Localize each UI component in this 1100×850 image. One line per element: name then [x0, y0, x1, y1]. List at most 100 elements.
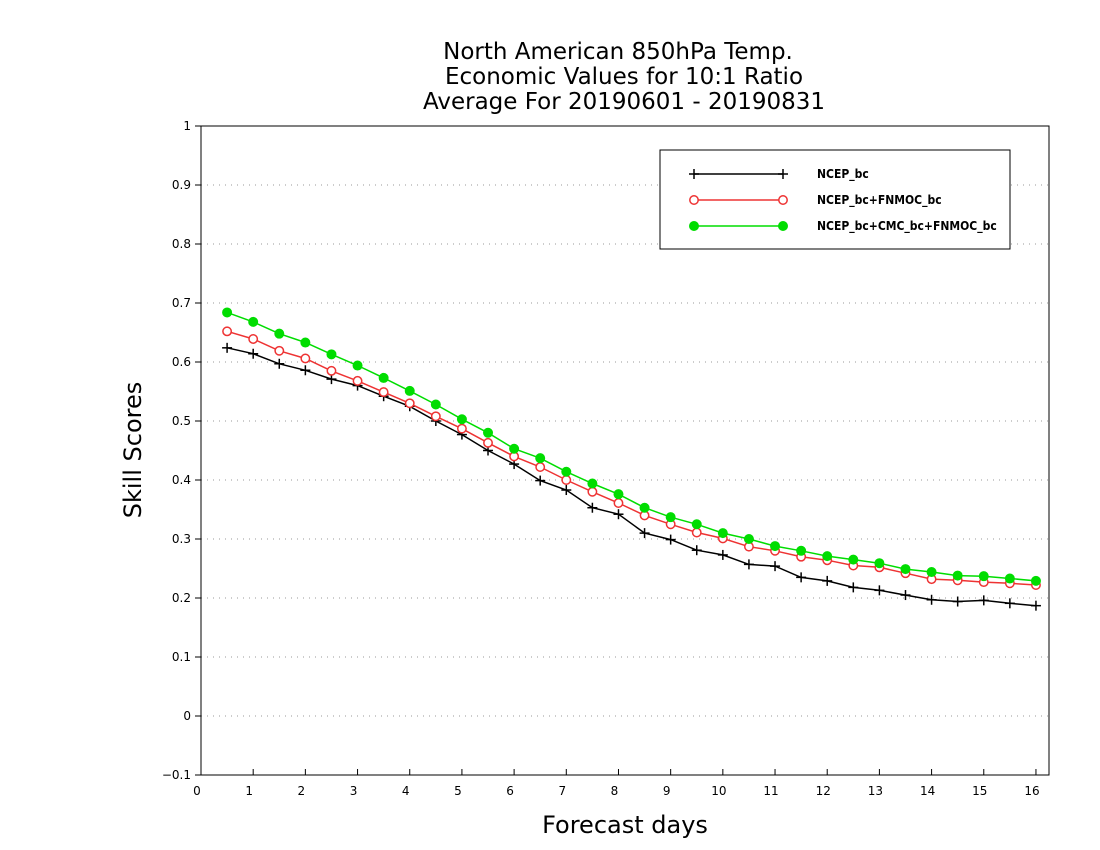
series-layer [222, 307, 1041, 611]
y-tick-label: 0.1 [172, 650, 191, 664]
series-1-point [717, 549, 728, 560]
series-3-point [848, 554, 859, 565]
series-1-point [848, 582, 859, 593]
series-1-point [900, 590, 911, 601]
y-tick-label: 0.2 [172, 591, 191, 605]
y-tick-label: 1 [183, 119, 191, 133]
series-3-point [900, 564, 911, 575]
plot-frame [200, 125, 1050, 776]
series-3-point [717, 528, 728, 539]
gridlines [201, 184, 1049, 717]
legend-label-3: NCEP_bc+CMC_bc+FNMOC_bc [817, 219, 997, 234]
series-3-point [561, 466, 572, 477]
series-3-point [535, 453, 546, 464]
series-1-point [691, 545, 702, 556]
series-1-point [874, 585, 885, 596]
y-tick-label: 0.3 [172, 532, 191, 546]
x-tick-label: 7 [558, 784, 566, 798]
series-1-line [226, 347, 1037, 607]
y-tick-label: 0.7 [172, 296, 191, 310]
series-1-point [222, 342, 233, 353]
y-tick-label: 0.9 [172, 178, 191, 192]
series-1-point [587, 502, 598, 513]
legend-marker [778, 221, 788, 231]
series-3-point [456, 414, 467, 425]
series-2-point [561, 475, 572, 485]
series-1-point [978, 595, 989, 606]
y-tick-label: 0.6 [172, 355, 191, 369]
series-2-point [613, 498, 624, 508]
series-2 [222, 326, 1041, 590]
series-2-point [691, 527, 702, 538]
series-1-point [300, 365, 311, 376]
chart-title-line-1: North American 850hPa Temp. [443, 39, 793, 65]
series-3-line [226, 311, 1037, 582]
legend-label-2: NCEP_bc+FNMOC_bc [817, 193, 942, 208]
series-1-point [274, 358, 285, 369]
series-2-point [352, 375, 363, 386]
series-3-point [952, 570, 963, 581]
series-1-point [796, 572, 807, 583]
series-1-point [248, 348, 259, 359]
series-1-point [665, 534, 676, 545]
series-2-point [248, 334, 259, 344]
y-axis: −0.1 0 0.1 0.2 0.3 0.4 0.5 0.6 0.7 0.8 0.9 1 [162, 119, 201, 782]
y-tick-label: 0 [183, 709, 191, 723]
series-1-point [613, 509, 624, 520]
series-1-point [1030, 600, 1041, 611]
legend-label-1: NCEP_bc [817, 167, 869, 182]
series-3-point [691, 519, 702, 530]
series-2-point [326, 365, 337, 376]
series-3-point [1004, 573, 1015, 584]
x-tick-label: 6 [506, 784, 514, 798]
series-2-point [430, 411, 441, 422]
x-tick-label: 15 [972, 784, 987, 798]
chart-title: North American 850hPa Temp. Economic Val… [423, 39, 825, 115]
legend-marker [689, 195, 699, 205]
series-3-point [352, 360, 363, 371]
series-2-line [226, 330, 1037, 586]
x-tick-label: 11 [763, 784, 778, 798]
x-tick-label: 2 [298, 784, 306, 798]
series-1-point [743, 559, 754, 570]
series-3-point [483, 427, 494, 438]
x-tick-label: 12 [816, 784, 831, 798]
series-3-point [874, 558, 885, 569]
series-2-point [587, 486, 598, 497]
x-tick-label: 9 [663, 784, 671, 798]
series-3-point [378, 372, 389, 383]
series-3-point [300, 337, 311, 348]
series-3-point [743, 534, 754, 544]
series-2-point [274, 345, 285, 356]
series-3-point [248, 316, 259, 327]
series-3-point [509, 443, 520, 454]
series-1-point [952, 596, 963, 607]
series-1-point [1004, 598, 1015, 609]
x-axis: 0 1 2 3 4 5 6 7 8 9 10 11 12 13 14 15 16 [193, 769, 1040, 798]
series-3-point [404, 385, 415, 396]
series-3-point [274, 328, 285, 339]
series-3-point [222, 307, 233, 318]
y-axis-title: Skill Scores [119, 382, 147, 519]
x-tick-label: 1 [245, 784, 253, 798]
series-2-point [378, 387, 389, 398]
series-1-point [535, 475, 546, 486]
series-2-point [404, 398, 415, 409]
series-1 [222, 342, 1041, 611]
series-3-point [822, 551, 833, 562]
legend: NCEP_bc NCEP_bc+FNMOC_bc NCEP_bc+CMC_bc+FN… [659, 149, 1011, 250]
series-2-point [222, 326, 233, 337]
y-tick-label: 0.4 [172, 473, 191, 487]
y-tick-label: 0.5 [172, 414, 191, 428]
series-3 [222, 307, 1041, 586]
series-3-point [1030, 575, 1041, 586]
chart-title-line-2: Economic Values for 10:1 Ratio [445, 64, 803, 90]
x-tick-label: 13 [868, 784, 883, 798]
series-2-point [483, 437, 493, 448]
chart-title-line-3: Average For 20190601 - 20190831 [423, 89, 825, 115]
x-tick-label: 5 [454, 784, 462, 798]
series-1-point [926, 594, 937, 605]
series-3-point [770, 541, 781, 552]
x-tick-label: 3 [350, 784, 358, 798]
